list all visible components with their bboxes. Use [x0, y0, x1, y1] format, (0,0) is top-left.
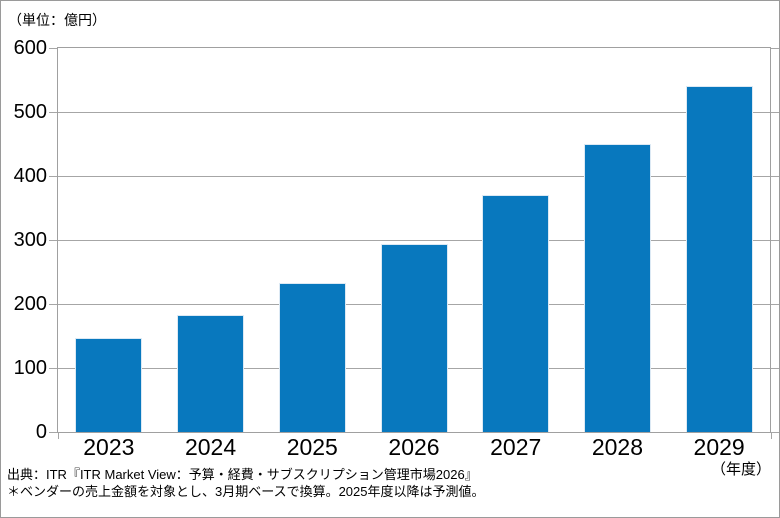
- x-tick-label-2027: 2027: [490, 434, 542, 460]
- bar-2026: [380, 243, 448, 432]
- y-tick-label-200: 200: [13, 293, 47, 315]
- x-tick-label-2028: 2028: [591, 434, 643, 460]
- y-tick-left-400: [49, 175, 57, 177]
- x-tick-label-2025: 2025: [286, 434, 338, 460]
- gridline-400: [58, 175, 770, 177]
- bar-2024: [177, 314, 245, 432]
- y-tick-right-400: [771, 175, 779, 177]
- gridline-300: [58, 239, 770, 241]
- y-tick-right-200: [771, 303, 779, 305]
- y-tick-left-300: [49, 239, 57, 241]
- y-tick-label-600: 600: [13, 37, 47, 59]
- x-axis-unit-label: （年度）: [710, 461, 771, 478]
- source-line: 出典：ITR『ITR Market View：予算・経費・サブスクリプション管理…: [7, 467, 478, 482]
- x-tick-label-2023: 2023: [83, 434, 135, 460]
- plot-area: [57, 47, 771, 433]
- y-tick-right-500: [771, 111, 779, 113]
- y-tick-right-600: [771, 47, 779, 49]
- y-tick-label-500: 500: [13, 101, 47, 123]
- y-tick-left-0: [49, 431, 57, 433]
- x-tick-label-2024: 2024: [184, 434, 237, 460]
- x-axis-end-tick: [770, 433, 772, 439]
- y-tick-right-100: [771, 367, 779, 369]
- footnote-line: ＊ベンダーの売上金額を対象とし、3月期ベースで換算。2025年度以降は予測値。: [7, 483, 485, 499]
- y-tick-left-200: [49, 303, 57, 305]
- bar-2023: [75, 337, 143, 432]
- x-axis-start-tick: [57, 433, 59, 439]
- y-tick-left-500: [49, 111, 57, 113]
- y-axis-unit-label: （単位：億円）: [8, 12, 106, 28]
- x-tick-label-2029: 2029: [693, 434, 745, 460]
- gridline-500: [58, 111, 770, 113]
- y-tick-label-300: 300: [13, 229, 47, 251]
- bar-2025: [278, 282, 346, 432]
- bar-2029: [685, 86, 753, 432]
- bar-2027: [482, 195, 550, 432]
- y-tick-label-100: 100: [13, 357, 47, 379]
- y-tick-right-300: [771, 239, 779, 241]
- y-tick-left-600: [49, 47, 57, 49]
- y-tick-label-400: 400: [13, 165, 47, 187]
- y-tick-label-0: 0: [35, 421, 47, 443]
- source-note: 出典：ITR『ITR Market View：予算・経費・サブスクリプション管理…: [7, 467, 485, 500]
- bar-2028: [583, 144, 651, 432]
- x-tick-label-2026: 2026: [388, 434, 440, 460]
- y-tick-left-100: [49, 367, 57, 369]
- y-tick-right-0: [771, 431, 779, 433]
